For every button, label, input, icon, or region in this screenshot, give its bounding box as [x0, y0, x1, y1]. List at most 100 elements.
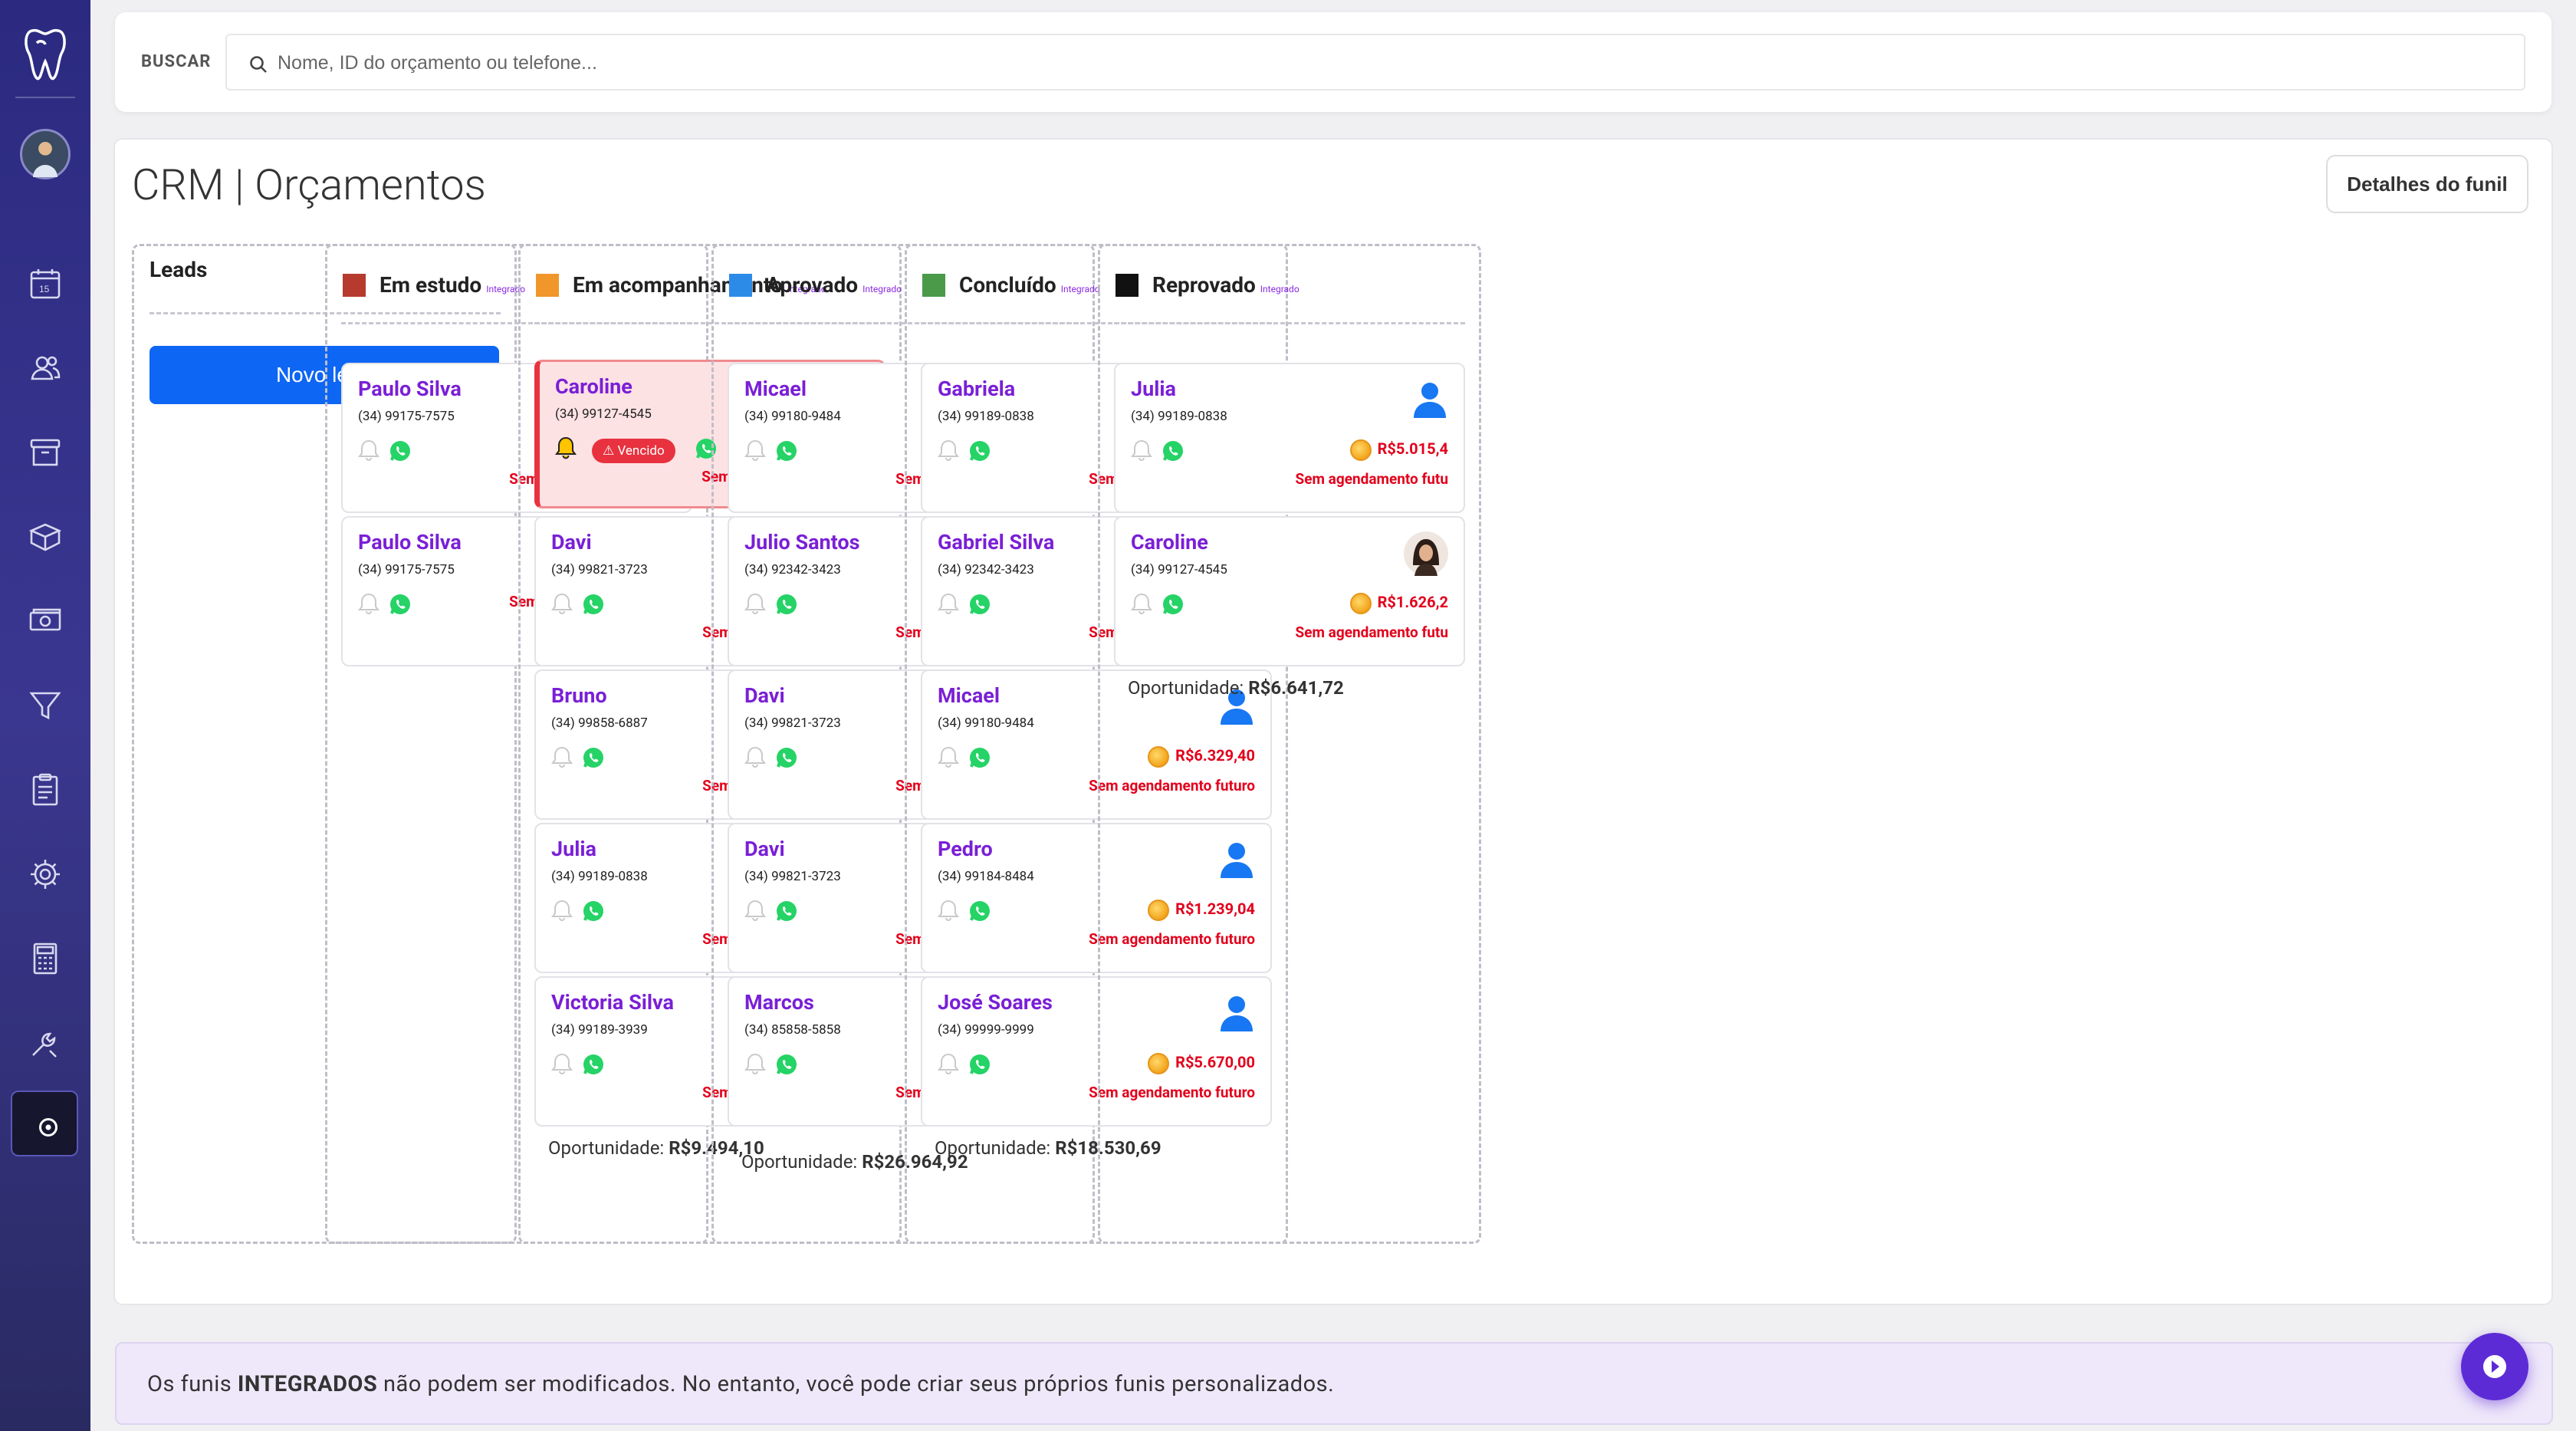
patient-name[interactable]: Gabriela — [938, 377, 1016, 401]
user-icon — [1411, 380, 1448, 419]
patient-name[interactable]: Pedro — [938, 837, 993, 861]
calendar-icon[interactable]: 15 — [27, 265, 64, 302]
bell-icon[interactable] — [936, 1051, 961, 1076]
budget-card[interactable]: Julia (34) 99189-0838 Sem agendamento futu… — [1114, 363, 1465, 513]
whatsapp-icon[interactable] — [968, 900, 991, 923]
whatsapp-icon[interactable] — [968, 593, 991, 616]
whatsapp-icon[interactable] — [582, 593, 605, 616]
whatsapp-icon[interactable] — [775, 593, 798, 616]
search-input[interactable] — [278, 49, 2501, 77]
patient-name[interactable]: José Soares — [938, 990, 1053, 1015]
budget-card[interactable]: Micael (34) 99180-9484 Sem agendamento fut… — [921, 669, 1272, 820]
opportunity-value: R$26.964,92 — [862, 1151, 968, 1173]
budget-value: R$1.626,2 — [1377, 593, 1448, 611]
clipboard-icon[interactable] — [27, 771, 64, 808]
search-box[interactable] — [225, 34, 2525, 90]
bell-icon[interactable] — [1129, 591, 1154, 616]
patient-name[interactable]: Bruno — [551, 683, 607, 708]
leads-title: Leads — [150, 257, 208, 282]
patient-name[interactable]: Micael — [938, 683, 1001, 708]
play-video-button[interactable] — [2461, 1333, 2528, 1400]
funnel-details-button[interactable]: Detalhes do funil — [2326, 155, 2528, 213]
patient-phone: (34) 99175-7575 — [358, 409, 455, 424]
patient-name[interactable]: Gabriel Silva — [938, 530, 1055, 554]
budget-card[interactable]: Caroline (34) 99127-4545 Sem agendamento f… — [1114, 516, 1465, 666]
patient-name[interactable]: Davi — [744, 683, 785, 708]
column-title: Aprovado Integrado — [766, 272, 902, 298]
box-icon[interactable] — [27, 518, 64, 555]
patient-name[interactable]: Julio Santos — [744, 530, 860, 554]
whatsapp-icon[interactable] — [775, 439, 798, 462]
opportunity-value: R$18.530,69 — [1055, 1137, 1162, 1159]
patient-name[interactable]: Micael — [744, 377, 807, 401]
whatsapp-icon[interactable] — [582, 900, 605, 923]
bell-icon[interactable] — [743, 898, 767, 923]
user-icon — [1218, 840, 1255, 880]
tools-icon[interactable] — [27, 1025, 64, 1061]
patient-name[interactable]: Caroline — [555, 374, 632, 399]
whatsapp-icon[interactable] — [389, 439, 412, 462]
opportunity-total: Oportunidade: R$6.641,72 — [1128, 677, 1344, 699]
bell-icon[interactable] — [743, 438, 767, 462]
archive-icon[interactable] — [27, 434, 64, 471]
sidebar-separator — [15, 97, 75, 98]
patient-phone: (34) 99189-0838 — [551, 869, 648, 884]
column-color-square — [729, 274, 752, 297]
patient-name[interactable]: Victoria Silva — [551, 990, 674, 1015]
patient-name[interactable]: Marcos — [744, 990, 814, 1015]
patient-name[interactable]: Davi — [744, 837, 785, 861]
whatsapp-icon[interactable] — [775, 1053, 798, 1076]
bell-icon[interactable] — [550, 898, 574, 923]
column-header: Em estudo Integrado — [341, 269, 692, 324]
coin-icon — [1148, 746, 1170, 768]
whatsapp-icon[interactable] — [1162, 439, 1184, 462]
bell-icon[interactable] — [936, 591, 961, 616]
patient-phone: (34) 92342-3423 — [938, 562, 1034, 577]
opportunity-total: Oportunidade: R$18.530,69 — [935, 1137, 1162, 1159]
whatsapp-icon[interactable] — [775, 900, 798, 923]
bell-icon[interactable] — [936, 745, 961, 769]
bell-icon[interactable] — [743, 591, 767, 616]
budget-card[interactable]: José Soares (34) 99999-9999 Sem agendament… — [921, 976, 1272, 1127]
bell-icon[interactable] — [936, 438, 961, 462]
bell-icon[interactable] — [550, 1051, 574, 1076]
whatsapp-icon[interactable] — [582, 1053, 605, 1076]
budget-card[interactable]: Pedro (34) 99184-8484 Sem agendamento futu… — [921, 823, 1272, 973]
bell-icon[interactable] — [1129, 438, 1154, 462]
patients-icon[interactable] — [27, 350, 64, 387]
bell-icon[interactable] — [550, 591, 574, 616]
patient-name[interactable]: Paulo Silva — [358, 530, 462, 554]
bell-icon[interactable] — [743, 745, 767, 769]
whatsapp-icon[interactable] — [775, 746, 798, 769]
bell-icon[interactable] — [554, 436, 578, 460]
column-title: Em estudo Integrado — [380, 272, 525, 298]
bell-icon[interactable] — [356, 591, 381, 616]
bell-icon[interactable] — [356, 438, 381, 462]
money-icon[interactable] — [27, 603, 64, 640]
whatsapp-icon[interactable] — [968, 1053, 991, 1076]
info-text-end: não podem ser modificados. No entanto, v… — [383, 1371, 1335, 1397]
sidebar: 15 — [0, 0, 90, 1431]
patient-name[interactable]: Caroline — [1131, 530, 1208, 554]
bell-icon[interactable] — [743, 1051, 767, 1076]
tooth-logo-icon[interactable] — [21, 23, 69, 84]
patient-name[interactable]: Davi — [551, 530, 592, 554]
patient-phone: (34) 99184-8484 — [938, 869, 1034, 884]
avatar[interactable] — [20, 129, 71, 179]
whatsapp-icon[interactable] — [1162, 593, 1184, 616]
patient-name[interactable]: Julia — [1131, 377, 1176, 401]
patient-name[interactable]: Paulo Silva — [358, 377, 462, 401]
patient-name[interactable]: Julia — [551, 837, 596, 861]
pipeline-column: Reprovado Integrado Julia (34) 99189-0838 Se… — [1098, 244, 1481, 1244]
gear-icon[interactable] — [27, 856, 64, 893]
bell-icon[interactable] — [550, 745, 574, 769]
whatsapp-icon[interactable] — [389, 593, 412, 616]
whatsapp-icon[interactable] — [968, 746, 991, 769]
active-dot-icon[interactable] — [11, 1091, 78, 1156]
funnel-icon[interactable] — [27, 687, 64, 724]
whatsapp-icon[interactable] — [695, 437, 718, 460]
whatsapp-icon[interactable] — [968, 439, 991, 462]
bell-icon[interactable] — [936, 898, 961, 923]
whatsapp-icon[interactable] — [582, 746, 605, 769]
calculator-icon[interactable] — [27, 940, 64, 977]
